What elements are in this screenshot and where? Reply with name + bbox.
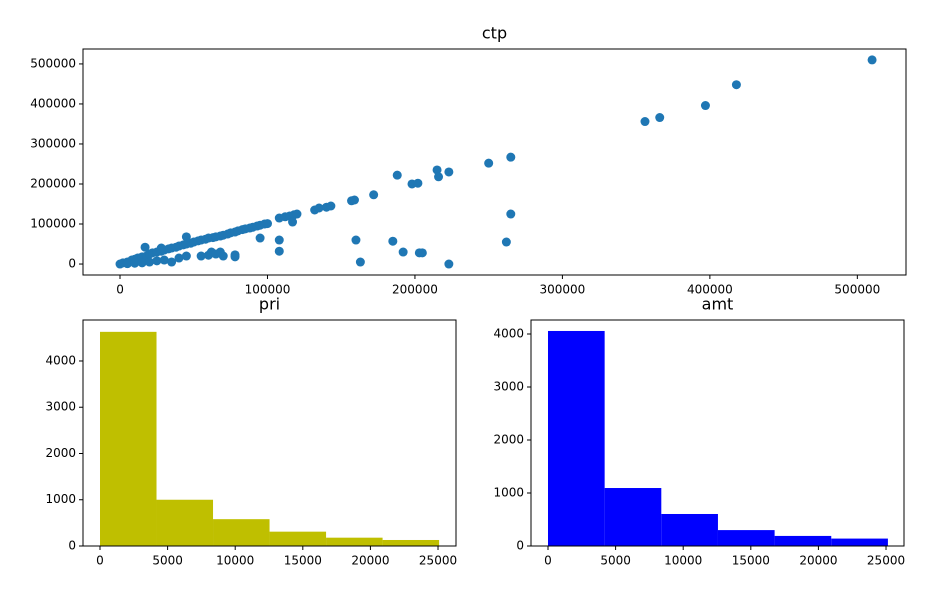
- x-tick-label: 20000: [799, 554, 837, 568]
- x-tick-label: 25000: [419, 554, 457, 568]
- y-tick-label: 400000: [30, 96, 76, 110]
- point: [181, 232, 191, 242]
- point: [444, 167, 454, 177]
- y-tick-label: 4000: [493, 326, 524, 340]
- point: [501, 237, 511, 247]
- point: [174, 253, 184, 263]
- point: [417, 248, 427, 258]
- point: [355, 257, 365, 267]
- point: [388, 236, 398, 246]
- y-tick-label: 200000: [30, 176, 76, 190]
- bar: [831, 538, 888, 546]
- y-tick-label: 500000: [30, 56, 76, 70]
- chart-title: pri: [259, 295, 280, 314]
- bar: [547, 330, 605, 546]
- x-tick-label: 25000: [867, 554, 905, 568]
- point: [432, 165, 442, 175]
- x-tick-label: 500000: [834, 283, 880, 297]
- y-tick-label: 4000: [45, 353, 76, 367]
- x-tick-label: 200000: [392, 283, 438, 297]
- point: [655, 113, 665, 123]
- point: [413, 178, 423, 188]
- point: [700, 101, 710, 111]
- axes-frame: [82, 48, 907, 276]
- x-tick-label: 20000: [351, 554, 389, 568]
- point: [255, 233, 265, 243]
- y-tick-label: 300000: [30, 136, 76, 150]
- point: [506, 209, 516, 219]
- x-tick-label: 0: [116, 283, 124, 297]
- bar: [661, 513, 718, 546]
- point: [159, 255, 169, 265]
- bar: [156, 499, 214, 546]
- point: [230, 250, 240, 260]
- point: [122, 259, 132, 269]
- y-tick-label: 1000: [493, 485, 524, 499]
- point: [731, 80, 741, 90]
- chart-title: amt: [702, 295, 734, 314]
- point: [137, 258, 147, 268]
- x-tick-label: 0: [544, 554, 552, 568]
- y-tick-label: 100000: [30, 217, 76, 231]
- x-tick-label: 0: [96, 554, 104, 568]
- y-tick-label: 1000: [45, 492, 76, 506]
- bar: [213, 519, 270, 546]
- point: [434, 172, 444, 182]
- point: [288, 217, 298, 227]
- point: [292, 209, 302, 219]
- y-tick-label: 0: [68, 257, 76, 271]
- x-tick-label: 15000: [284, 554, 322, 568]
- point: [314, 203, 324, 213]
- point: [262, 219, 272, 229]
- point: [506, 152, 516, 162]
- point: [351, 235, 361, 245]
- point: [369, 190, 379, 200]
- point: [349, 195, 359, 205]
- point: [392, 170, 402, 180]
- point: [218, 251, 228, 261]
- point: [152, 256, 162, 266]
- bar: [99, 331, 157, 546]
- point: [640, 117, 650, 127]
- point: [326, 201, 336, 211]
- point: [196, 251, 206, 261]
- y-tick-label: 3000: [45, 400, 76, 414]
- bar: [774, 535, 832, 546]
- point: [274, 246, 284, 256]
- x-tick-label: 400000: [687, 283, 733, 297]
- x-tick-label: 10000: [664, 554, 702, 568]
- bar: [604, 488, 662, 546]
- point: [398, 247, 408, 257]
- chart-title: ctp: [482, 24, 507, 43]
- bar: [269, 531, 327, 546]
- x-tick-label: 300000: [540, 283, 586, 297]
- point: [484, 158, 494, 168]
- point: [181, 251, 191, 261]
- y-tick-label: 3000: [493, 379, 524, 393]
- x-tick-label: 15000: [732, 554, 770, 568]
- point: [130, 258, 140, 268]
- axes-frame: [530, 319, 905, 547]
- point: [867, 55, 877, 65]
- point: [274, 235, 284, 245]
- x-tick-label: 5000: [152, 554, 183, 568]
- x-tick-label: 5000: [600, 554, 631, 568]
- point: [140, 242, 150, 252]
- point: [167, 257, 177, 267]
- point: [444, 259, 454, 269]
- y-tick-label: 0: [516, 539, 524, 553]
- x-tick-label: 100000: [245, 283, 291, 297]
- y-tick-label: 0: [68, 539, 76, 553]
- x-tick-label: 10000: [216, 554, 254, 568]
- y-tick-label: 2000: [45, 446, 76, 460]
- bar: [717, 530, 775, 546]
- point: [156, 243, 166, 253]
- bar: [382, 539, 440, 546]
- bar: [326, 537, 383, 546]
- point: [145, 257, 155, 267]
- y-tick-label: 2000: [493, 432, 524, 446]
- axes-frame: [82, 319, 457, 547]
